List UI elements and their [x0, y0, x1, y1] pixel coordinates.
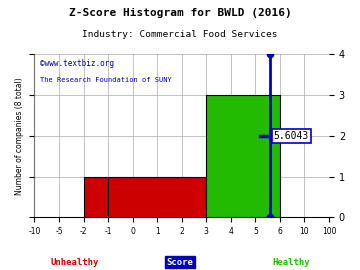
Y-axis label: Number of companies (8 total): Number of companies (8 total) — [15, 77, 24, 195]
Text: Unhealthy: Unhealthy — [50, 258, 99, 267]
Bar — [84, 177, 206, 217]
Text: 5.6043: 5.6043 — [274, 131, 309, 141]
Bar — [206, 95, 280, 217]
Text: Healthy: Healthy — [272, 258, 310, 267]
Text: Score: Score — [167, 258, 193, 267]
Text: Z-Score Histogram for BWLD (2016): Z-Score Histogram for BWLD (2016) — [69, 8, 291, 18]
Text: ©www.textbiz.org: ©www.textbiz.org — [40, 59, 114, 68]
Text: The Research Foundation of SUNY: The Research Foundation of SUNY — [40, 77, 172, 83]
Text: Industry: Commercial Food Services: Industry: Commercial Food Services — [82, 30, 278, 39]
